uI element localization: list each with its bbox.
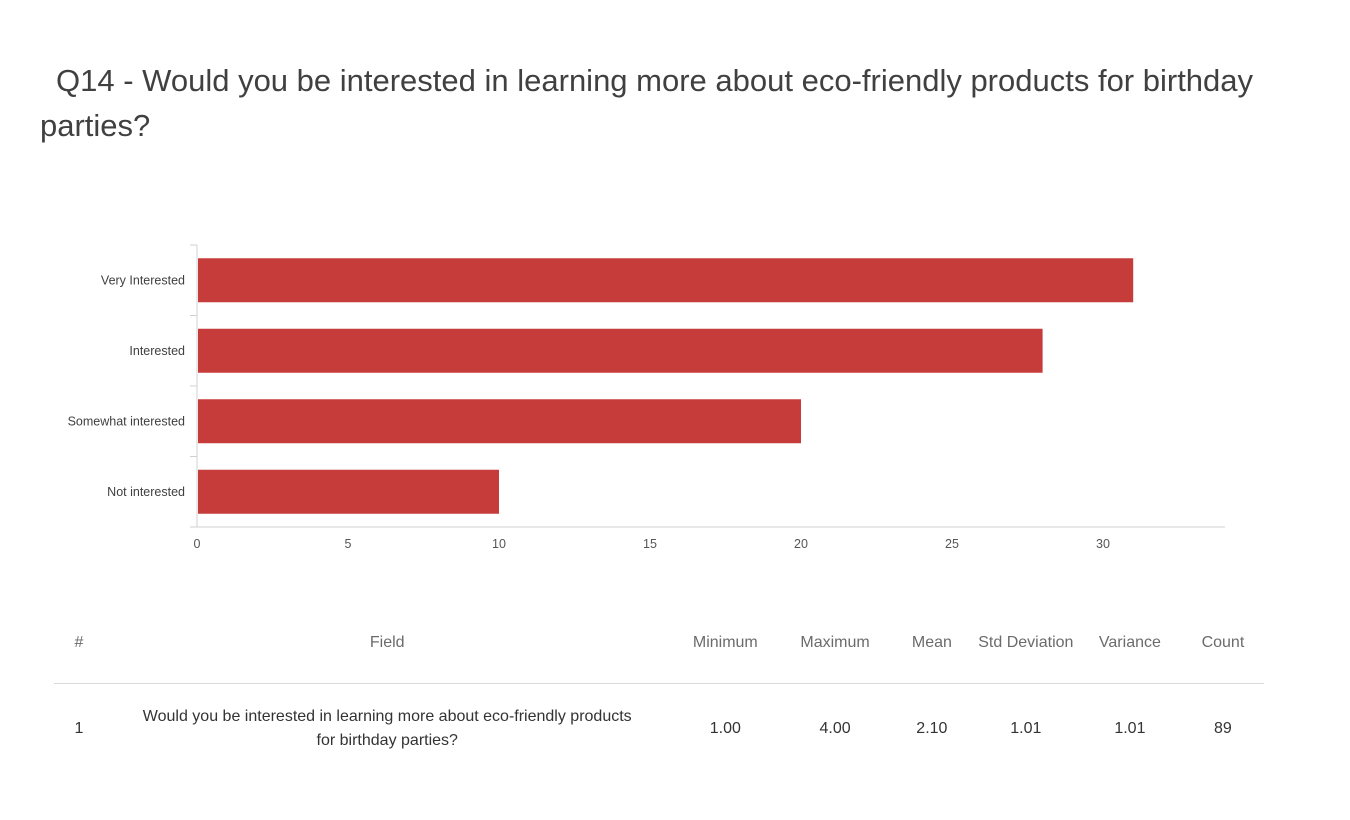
- header-maximum: Maximum: [780, 603, 891, 684]
- bar-very-interested: [198, 258, 1134, 303]
- bar-chart: Very Interested Interested Somewhat intere…: [68, 244, 1225, 551]
- cell-maximum: 4.00: [819, 720, 851, 737]
- x-tick-label: 5: [345, 537, 352, 551]
- header-field: Field: [103, 603, 671, 684]
- statistics-table: # Field Minimum Maximum Mean Std Deviati…: [54, 603, 1264, 774]
- table-row: 1 Would you be interested in learning mo…: [54, 684, 1264, 775]
- x-tick-label: 0: [194, 537, 201, 551]
- category-label: Interested: [129, 344, 185, 358]
- category-label: Somewhat interested: [68, 414, 185, 428]
- cell-number: 1: [74, 720, 84, 737]
- x-tick-label: 10: [492, 537, 506, 551]
- question-title: Q14 - Would you be interested in learnin…: [40, 36, 1280, 171]
- question-title-line-2: parties?: [40, 108, 151, 143]
- category-label: Not interested: [107, 485, 185, 499]
- category-label: Very Interested: [101, 273, 185, 287]
- cell-minimum: 1.00: [709, 720, 741, 737]
- cell-mean: 2.10: [916, 720, 948, 737]
- bar-not-interested: [198, 469, 499, 514]
- header-count: Count: [1181, 603, 1264, 684]
- question-title-line-1: Q14 - Would you be interested in learnin…: [56, 63, 1254, 98]
- x-tick-label: 25: [945, 537, 959, 551]
- cell-field: Would you be interested in learning more…: [142, 708, 632, 749]
- x-tick-label: 15: [643, 537, 657, 551]
- cell-variance: 1.01: [1114, 720, 1146, 737]
- cell-std-deviation: 1.01: [1010, 720, 1042, 737]
- bar-interested: [198, 328, 1043, 373]
- cell-count: 89: [1214, 720, 1232, 737]
- bar-somewhat-interested: [198, 399, 801, 444]
- header-std-deviation: Std Deviation: [973, 603, 1078, 684]
- x-tick-label: 20: [794, 537, 808, 551]
- header-number: #: [54, 603, 104, 684]
- header-mean: Mean: [890, 603, 974, 684]
- x-tick-label: 30: [1096, 537, 1110, 551]
- header-minimum: Minimum: [670, 603, 781, 684]
- table-header-row: # Field Minimum Maximum Mean Std Deviati…: [54, 603, 1264, 684]
- header-variance: Variance: [1077, 603, 1182, 684]
